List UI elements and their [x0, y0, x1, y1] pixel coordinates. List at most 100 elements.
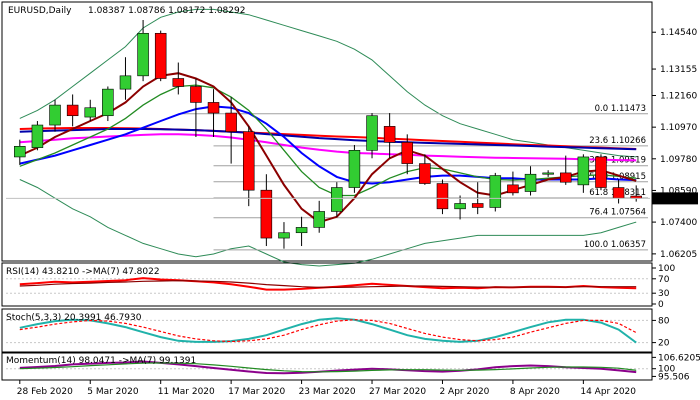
- indicator-line: [19, 279, 637, 288]
- candle-body: [471, 203, 484, 208]
- candle-body: [49, 104, 61, 126]
- bollinger-upper: [19, 8, 637, 158]
- candle[interactable]: [454, 195, 466, 220]
- candle[interactable]: [260, 174, 273, 247]
- candle-body: [524, 173, 537, 192]
- candle[interactable]: [595, 154, 607, 191]
- candle-body: [102, 88, 114, 117]
- y-tick-label: 1.09780: [660, 155, 697, 165]
- candle[interactable]: [436, 179, 449, 215]
- candle[interactable]: [66, 94, 79, 127]
- candle[interactable]: [577, 154, 590, 193]
- y-tick-label: 1.12160: [660, 92, 697, 102]
- candle[interactable]: [154, 30, 167, 82]
- candle-body: [507, 184, 519, 194]
- x-tick-label: 8 Apr 2020: [510, 387, 560, 397]
- rsi-title: RSI(14) 43.8210 ->MA(7) 47.8022: [6, 267, 160, 277]
- y-tick-label: 30: [658, 289, 670, 299]
- candle-body: [260, 189, 273, 239]
- candle[interactable]: [207, 89, 220, 137]
- y-tick-label: 1.10970: [660, 123, 697, 133]
- stoch-panel[interactable]: Stoch(5,3,3) 20.3991 46.7930 80 20: [1, 308, 670, 353]
- y-tick-label: 0: [658, 300, 664, 310]
- candle[interactable]: [14, 139, 26, 165]
- y-tick-label: 100: [658, 264, 675, 274]
- candle-body: [14, 146, 26, 158]
- candle[interactable]: [542, 170, 554, 177]
- candle[interactable]: [295, 216, 308, 247]
- y-tick-label: 106.6205: [658, 353, 700, 363]
- candle[interactable]: [348, 144, 361, 193]
- y-tick-label: 1.07400: [660, 218, 697, 228]
- candle[interactable]: [313, 200, 325, 233]
- candle[interactable]: [102, 86, 114, 122]
- candle-body: [119, 75, 132, 90]
- momentum-title: Momentum(14) 98.0471 ->MA(7) 99.1391: [6, 356, 196, 366]
- candle[interactable]: [559, 155, 572, 185]
- indicator-line: [19, 319, 637, 343]
- indicator-line: [19, 362, 637, 373]
- candle[interactable]: [278, 222, 290, 249]
- candle[interactable]: [401, 134, 414, 175]
- candle[interactable]: [31, 121, 44, 151]
- price-ohlc: 1.08387 1.08786 1.08172 1.08292: [88, 6, 245, 16]
- candle[interactable]: [383, 113, 396, 159]
- candle[interactable]: [49, 99, 61, 132]
- candle-body: [454, 203, 466, 210]
- stoch-panel-frame: [1, 308, 653, 353]
- candle-body: [207, 102, 220, 114]
- price-panel-frame: [1, 1, 653, 262]
- y-tick-label: 1.06205: [660, 250, 697, 260]
- rsi-panel-frame: [1, 262, 653, 307]
- stoch-y-axis: 80 20: [652, 316, 670, 349]
- candle[interactable]: [84, 99, 97, 122]
- candle[interactable]: [331, 182, 343, 217]
- candle[interactable]: [172, 62, 185, 95]
- y-tick-label: 1.08590: [660, 186, 697, 196]
- candle[interactable]: [507, 171, 519, 196]
- candle[interactable]: [489, 172, 502, 212]
- y-tick-label: 70: [658, 275, 670, 285]
- candle[interactable]: [137, 19, 149, 82]
- momentum-panel-frame: [1, 352, 653, 381]
- candle-body: [366, 115, 378, 151]
- candle[interactable]: [119, 57, 132, 100]
- y-tick-label: 1.14540: [660, 28, 697, 38]
- fib-label: 76.4 1.07564: [589, 208, 646, 218]
- candle[interactable]: [419, 154, 431, 185]
- x-tick-label: 14 Apr 2020: [580, 387, 636, 397]
- fib-label: 100.0 1.06357: [584, 240, 646, 250]
- candle-body: [419, 163, 431, 184]
- candle[interactable]: [366, 113, 378, 159]
- candle-body: [31, 124, 44, 148]
- momentum-content: [6, 360, 650, 375]
- candle-body: [66, 104, 79, 117]
- y-tick-label: 95.506: [658, 372, 690, 382]
- fib-label: 23.6 1.10266: [589, 136, 646, 146]
- candle-body: [436, 183, 449, 210]
- candle[interactable]: [242, 126, 255, 207]
- candle[interactable]: [524, 166, 537, 196]
- candle-body: [383, 126, 396, 143]
- time-axis: 28 Feb 2020 5 Mar 2020 11 Mar 2020 17 Mar 2…: [17, 380, 636, 397]
- x-tick-label: 28 Feb 2020: [17, 387, 73, 397]
- y-tick-label: 100: [658, 365, 675, 375]
- candle[interactable]: [225, 97, 237, 164]
- stoch-title: Stoch(5,3,3) 20.3991 46.7930: [6, 313, 142, 323]
- candle[interactable]: [190, 78, 202, 137]
- current-price-badge-bg: [652, 192, 698, 205]
- momentum-panel[interactable]: Momentum(14) 98.0471 ->MA(7) 99.1391 106…: [1, 352, 700, 382]
- candle-body: [295, 227, 308, 234]
- candle-body: [154, 32, 167, 79]
- y-tick-label: 20: [658, 339, 670, 349]
- bollinger-lower: [19, 179, 637, 267]
- candle-body: [489, 175, 502, 208]
- indicator-line: [19, 317, 637, 344]
